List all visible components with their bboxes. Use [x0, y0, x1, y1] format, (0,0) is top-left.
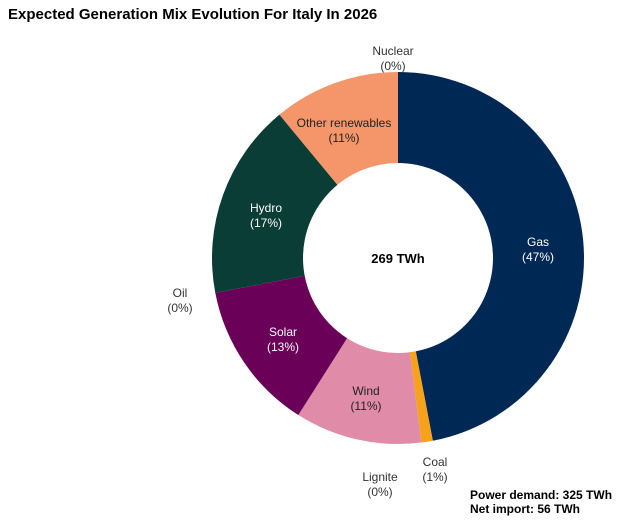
slice-name-hydro: Hydro	[250, 201, 282, 215]
slice-label-wind: Wind (11%)	[350, 384, 381, 413]
summary-notes: Power demand: 325 TWh Net import: 56 TWh	[470, 488, 612, 516]
net-import-note: Net import: 56 TWh	[470, 502, 580, 516]
slice-label-nuclear: Nuclear (0%)	[372, 44, 413, 73]
slice-label-hydro: Hydro (17%)	[250, 201, 282, 230]
slice-name-oil: Oil	[173, 286, 188, 300]
slice-labels: Gas (47%)Coal (1%)Lignite (0%)Wind (11%)Sola…	[167, 44, 554, 499]
slice-value-coal: (1%)	[422, 470, 447, 484]
slice-name-gas: Gas	[527, 235, 549, 249]
slice-value-oil: (0%)	[167, 301, 192, 315]
center-label: 269 TWh	[371, 251, 425, 266]
slice-name-lignite: Lignite	[362, 470, 398, 484]
slice-label-oil: Oil (0%)	[167, 286, 192, 315]
slice-value-nuclear: (0%)	[380, 59, 405, 73]
slice-name-solar: Solar	[269, 325, 297, 339]
slice-value-wind: (11%)	[350, 399, 381, 413]
slice-value-solar: (13%)	[267, 340, 299, 354]
chart-title: Expected Generation Mix Evolution For It…	[8, 6, 378, 23]
slice-name-coal: Coal	[423, 455, 448, 469]
slice-name-nuclear: Nuclear	[372, 44, 413, 58]
slice-value-lignite: (0%)	[367, 485, 392, 499]
slice-label-coal: Coal (1%)	[422, 455, 447, 484]
slice-name-other-renewables: Other renewables	[297, 116, 392, 130]
power-demand-note: Power demand: 325 TWh	[470, 488, 613, 502]
slice-value-hydro: (17%)	[250, 216, 282, 230]
slice-value-gas: (47%)	[522, 250, 554, 264]
slice-label-other-renewables: Other renewables (11%)	[297, 116, 392, 145]
slice-value-other-renewables: (11%)	[328, 131, 359, 145]
slice-label-solar: Solar (13%)	[267, 325, 299, 354]
slice-label-lignite: Lignite (0%)	[362, 470, 398, 499]
donut-hole	[303, 163, 493, 353]
slice-name-wind: Wind	[352, 384, 379, 398]
slice-label-gas: Gas (47%)	[522, 235, 554, 264]
